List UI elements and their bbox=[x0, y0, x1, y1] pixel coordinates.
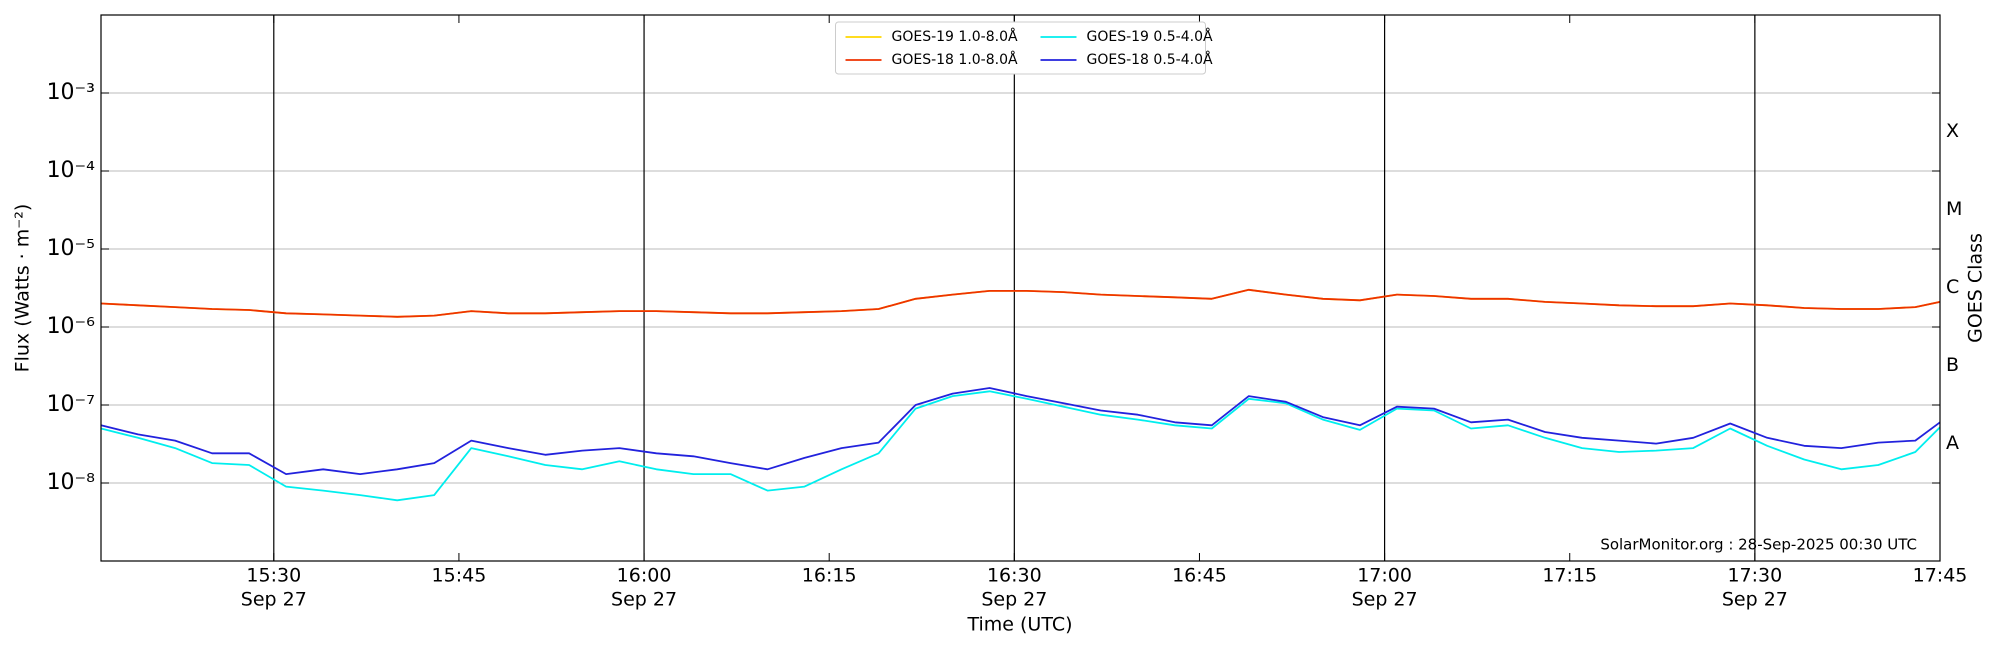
x-tick-label: 17:15 bbox=[1542, 565, 1597, 587]
y2-tick-label: B bbox=[1946, 354, 1959, 376]
y-tick-label: 10⁻⁸ bbox=[47, 470, 96, 495]
y-tick-label: 10⁻⁴ bbox=[47, 158, 96, 183]
x-tick-label: 16:00 bbox=[617, 565, 672, 587]
y2-tick-label: X bbox=[1946, 120, 1959, 142]
legend-label: GOES-18 1.0-8.0Å bbox=[892, 51, 1018, 68]
series-line bbox=[100, 288, 1941, 318]
x-tick-date: Sep 27 bbox=[1722, 589, 1788, 611]
x-tick-label: 17:30 bbox=[1727, 565, 1782, 587]
x-tick-date: Sep 27 bbox=[241, 589, 307, 611]
series-line bbox=[100, 390, 1941, 502]
x-tick-label: 15:45 bbox=[432, 565, 487, 587]
x-axis-label: Time (UTC) bbox=[966, 614, 1072, 636]
y-tick-label: 10⁻⁵ bbox=[47, 236, 95, 261]
y2-tick-label: M bbox=[1946, 198, 1962, 220]
y-tick-label: 10⁻⁷ bbox=[47, 392, 95, 417]
y2-tick-label: C bbox=[1946, 276, 1959, 298]
x-tick-label: 16:30 bbox=[987, 565, 1042, 587]
footnote: SolarMonitor.org : 28-Sep-2025 00:30 UTC bbox=[1600, 536, 1917, 554]
y-axis-label: Flux (Watts · m⁻²) bbox=[12, 204, 34, 373]
x-tick-date: Sep 27 bbox=[981, 589, 1047, 611]
y2-axis-label: GOES Class bbox=[1965, 233, 1987, 343]
x-tick-label: 16:45 bbox=[1172, 565, 1227, 587]
legend-box bbox=[835, 21, 1206, 75]
legend-label: GOES-19 0.5-4.0Å bbox=[1087, 28, 1213, 45]
y-tick-label: 10⁻⁶ bbox=[47, 314, 96, 339]
legend-label: GOES-19 1.0-8.0Å bbox=[892, 28, 1018, 45]
y-tick-label: 10⁻³ bbox=[47, 80, 95, 105]
plot-frame bbox=[100, 14, 1941, 562]
series-line bbox=[100, 387, 1941, 475]
x-tick-date: Sep 27 bbox=[1352, 589, 1418, 611]
x-tick-label: 17:45 bbox=[1913, 565, 1968, 587]
legend-label: GOES-18 0.5-4.0Å bbox=[1087, 51, 1213, 68]
x-tick-date: Sep 27 bbox=[611, 589, 677, 611]
x-tick-label: 17:00 bbox=[1357, 565, 1412, 587]
y2-tick-label: A bbox=[1946, 432, 1959, 454]
legend: GOES-19 1.0-8.0Å GOES-18 1.0-8.0Å GOES-19 … bbox=[835, 21, 1213, 75]
x-tick-label: 15:30 bbox=[246, 565, 301, 587]
x-tick-label: 16:15 bbox=[802, 565, 857, 587]
